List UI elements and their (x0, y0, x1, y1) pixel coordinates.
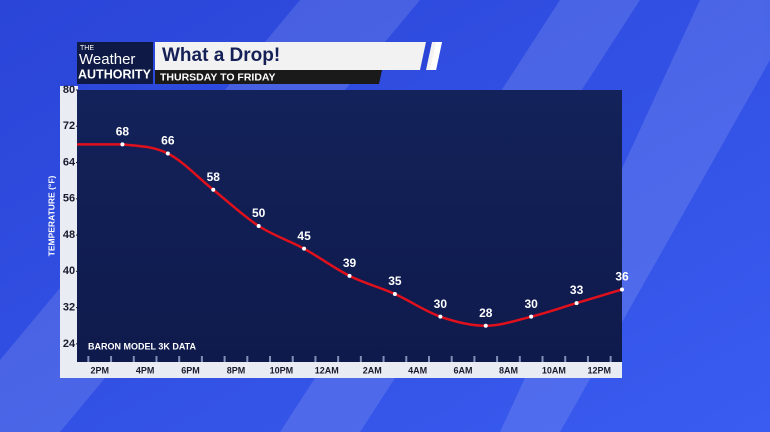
x-tick-label: 12AM (315, 365, 339, 375)
x-tick-label: 2AM (363, 365, 382, 375)
y-tick-label: 64 (63, 156, 76, 168)
logo-text: AUTHORITY (78, 67, 152, 81)
chart-title: What a Drop! (162, 45, 280, 66)
x-tick-label: 10PM (270, 365, 294, 375)
x-axis-strip (77, 362, 622, 378)
data-label: 58 (207, 170, 221, 184)
point (574, 301, 579, 306)
logo-text: THE (80, 45, 94, 52)
data-label: 30 (524, 297, 538, 311)
y-tick-label: 80 (63, 84, 75, 96)
x-tick-label: 10AM (542, 365, 566, 375)
data-label: 39 (343, 256, 357, 270)
x-tick-label: 8PM (227, 365, 246, 375)
y-tick-label: 48 (63, 229, 75, 241)
plot-area (77, 90, 622, 362)
point (620, 287, 624, 292)
point (302, 246, 307, 251)
point (347, 273, 352, 278)
y-axis-label: TEMPERATURE (°F) (46, 175, 56, 256)
point (392, 292, 397, 296)
subtitle-bar (155, 70, 382, 84)
x-tick-label: 4PM (136, 365, 155, 375)
x-tick-label: 4AM (408, 365, 427, 375)
x-tick-label: 6PM (181, 365, 200, 375)
x-tick-label: 8AM (499, 365, 518, 375)
data-label: 36 (615, 270, 629, 284)
point (256, 224, 261, 228)
data-label: 35 (388, 274, 402, 288)
point (529, 314, 534, 319)
data-label: 30 (434, 297, 448, 311)
y-tick-label: 56 (63, 193, 75, 205)
y-axis-strip (60, 86, 78, 378)
y-tick-label: 24 (63, 338, 76, 350)
data-label: 33 (570, 283, 584, 297)
data-label: 66 (161, 134, 175, 148)
y-tick-label: 32 (63, 302, 75, 314)
point (120, 142, 125, 147)
data-label: 45 (297, 229, 311, 243)
annotation: BARON MODEL 3K DATA (88, 341, 197, 351)
logo-box (77, 42, 153, 84)
point (483, 323, 488, 328)
title-stripe (430, 42, 442, 70)
point (211, 187, 216, 192)
y-tick-label: 40 (63, 265, 75, 277)
point (165, 151, 170, 156)
x-tick-label: 12PM (588, 365, 612, 375)
data-label: 28 (479, 306, 493, 320)
data-label: 50 (252, 206, 266, 220)
title-bar (155, 42, 442, 70)
x-tick-label: 2PM (90, 365, 109, 375)
y-tick-label: 72 (63, 120, 75, 132)
chart-subtitle: THURSDAY TO FRIDAY (160, 71, 276, 83)
logo-text: Weather (79, 51, 135, 68)
data-label: 68 (116, 125, 130, 139)
line (122, 143, 623, 327)
title-stripe (420, 42, 432, 70)
x-tick-label: 6AM (454, 365, 473, 375)
point (438, 314, 443, 319)
